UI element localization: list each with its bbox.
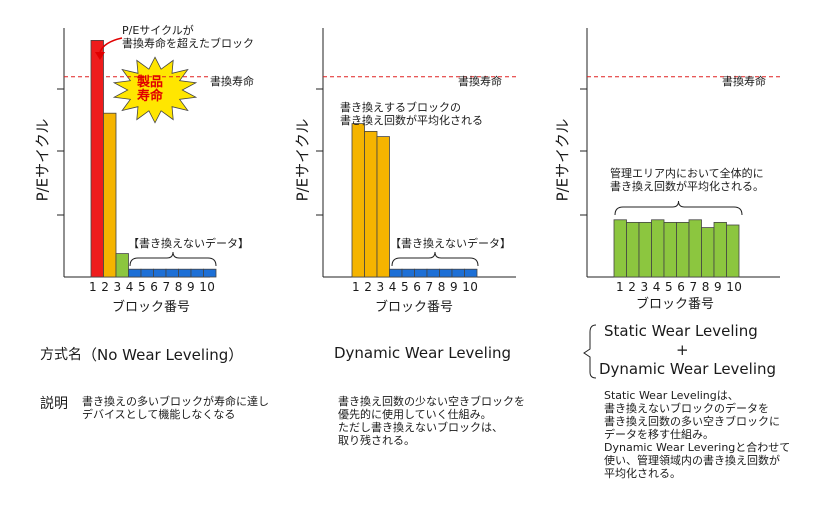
brace-2: [391, 251, 479, 267]
description-2: 書き換え回数の少ない空きブロックを 優先的に使用していく仕組み。 ただし書き換え…: [338, 395, 525, 447]
bar-2-4: [389, 268, 403, 278]
bar-2-8: [439, 268, 453, 278]
bar-1-6: [153, 268, 167, 278]
scheme-name-2: Dynamic Wear Leveling: [334, 344, 512, 362]
bar-1-1: [90, 40, 104, 278]
limit-label-2: 書換寿命: [458, 75, 502, 88]
brace-3: [614, 200, 743, 216]
bar-1-10: [203, 268, 217, 278]
description-3: Static Wear Levelingは、 書き換えないブロックのデータを 書…: [604, 389, 791, 480]
bar-3-4: [651, 219, 665, 278]
bar-2-6: [414, 268, 428, 278]
bar-1-9: [190, 268, 204, 278]
scheme-name-1: （No Wear Leveling）: [82, 346, 244, 364]
scheme-bracket: [583, 324, 597, 379]
bar-2-1: [351, 123, 365, 278]
callout-arrow: [99, 37, 123, 53]
bar-2-3: [376, 136, 390, 278]
bar-3-9: [713, 221, 727, 278]
bar-2-7: [426, 268, 440, 278]
bar-2-9: [451, 268, 465, 278]
scheme-line-2: +: [676, 341, 689, 359]
x-axis-label-3: ブロック番号: [636, 297, 715, 312]
scheme-line-3: Dynamic Wear Leveling: [599, 360, 777, 378]
bar-2-5: [401, 268, 415, 278]
bar-1-4: [128, 268, 142, 278]
bar-3-3: [638, 221, 652, 278]
burst-text: 製品 寿命: [137, 75, 164, 104]
x-axis-label-2: ブロック番号: [375, 300, 454, 315]
bar-1-2: [103, 112, 117, 278]
x-axis-label-1: ブロック番号: [112, 300, 191, 315]
y-axis-label-1: P/Eサイクル: [33, 118, 52, 202]
bar-1-8: [178, 268, 192, 278]
brace-1: [129, 251, 217, 267]
tick-labels-2: 1 2 3 4 5 6 7 8 9 10: [352, 280, 479, 294]
bar-2-2: [364, 130, 378, 278]
top-note-3: 管理エリア内において全体的に 書き換え回数が平均化される。: [610, 167, 764, 193]
bar-1-7: [165, 268, 179, 278]
brace-label-1: 【書き換えないデータ】: [128, 237, 249, 250]
callout-text-1: P/Eサイクルが 書換寿命を超えたブロック: [122, 24, 254, 50]
limit-label-1: 書換寿命: [210, 75, 254, 88]
bar-3-5: [663, 221, 677, 278]
bar-1-5: [140, 268, 154, 278]
top-note-2: 書き換えするブロックの 書き換え回数が平均化される: [340, 101, 483, 127]
bar-2-10: [464, 268, 478, 278]
brace-label-2: 【書き換えないデータ】: [390, 237, 511, 250]
bar-3-8: [701, 227, 715, 278]
limit-label-3: 書換寿命: [722, 75, 766, 88]
callout-arrowhead: [95, 52, 105, 60]
bar-3-2: [626, 221, 640, 278]
bar-3-10: [726, 224, 740, 278]
tick-labels-1: 1 2 3 4 5 6 7 8 9 10: [89, 280, 216, 294]
bar-3-7: [688, 219, 702, 278]
scheme-line-1: Static Wear Leveling: [604, 322, 758, 340]
y-axis-label-2: P/Eサイクル: [293, 118, 312, 202]
description-1: 書き換えの多いブロックが寿命に達し デバイスとして機能しなくなる: [82, 395, 269, 421]
bar-3-6: [676, 221, 690, 278]
scheme-name-label: 方式名: [40, 347, 82, 363]
y-axis-label-3: P/Eサイクル: [553, 118, 572, 202]
description-label: 説明: [40, 396, 68, 412]
tick-labels-3: 1 2 3 4 5 6 7 8 9 10: [616, 280, 743, 294]
bar-1-3: [115, 253, 129, 278]
bar-3-1: [613, 219, 627, 278]
